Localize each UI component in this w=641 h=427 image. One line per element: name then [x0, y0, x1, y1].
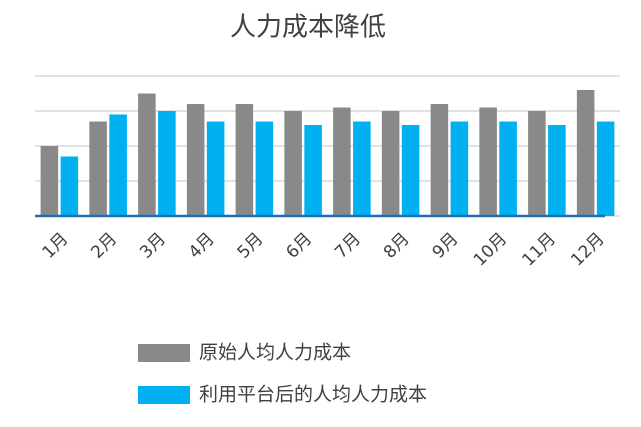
x-tick-label: 10月	[470, 229, 511, 270]
bar	[255, 121, 274, 216]
legend-label: 利用平台后的人均人力成本	[199, 384, 427, 406]
bar	[186, 104, 205, 216]
bar	[528, 111, 546, 216]
bar	[284, 111, 302, 216]
bar	[40, 146, 59, 216]
legend-label: 原始人均人力成本	[199, 342, 351, 364]
bar	[450, 121, 469, 216]
bar	[596, 121, 615, 216]
x-tick-label: 5月	[234, 229, 268, 263]
bar	[353, 121, 371, 216]
bar	[381, 111, 400, 216]
bar	[60, 156, 79, 216]
bar	[158, 111, 176, 216]
x-tick-label: 11月	[518, 229, 559, 270]
bar	[138, 93, 156, 216]
chart-title: 人力成本降低	[230, 13, 386, 43]
x-tick-label: 1月	[39, 229, 73, 263]
bar	[430, 104, 449, 216]
bar	[109, 114, 127, 216]
legend-swatch	[138, 386, 190, 404]
bar	[499, 121, 517, 216]
bar	[206, 121, 225, 216]
bar	[576, 90, 595, 216]
bar	[304, 125, 322, 216]
bar	[479, 107, 497, 216]
x-tick-label: 6月	[282, 229, 316, 263]
x-tick-label: 7月	[331, 229, 365, 263]
bar	[548, 125, 566, 216]
bar	[333, 107, 351, 216]
x-tick-label: 4月	[185, 229, 219, 263]
x-tick-label: 9月	[429, 229, 463, 263]
x-tick-label: 2月	[87, 229, 121, 263]
x-tick-label: 3月	[136, 229, 170, 263]
bar	[235, 104, 254, 216]
x-tick-label: 12月	[567, 229, 608, 270]
bar	[401, 125, 420, 216]
bar	[89, 121, 107, 216]
legend-swatch	[138, 344, 190, 362]
x-tick-label: 8月	[380, 229, 414, 263]
